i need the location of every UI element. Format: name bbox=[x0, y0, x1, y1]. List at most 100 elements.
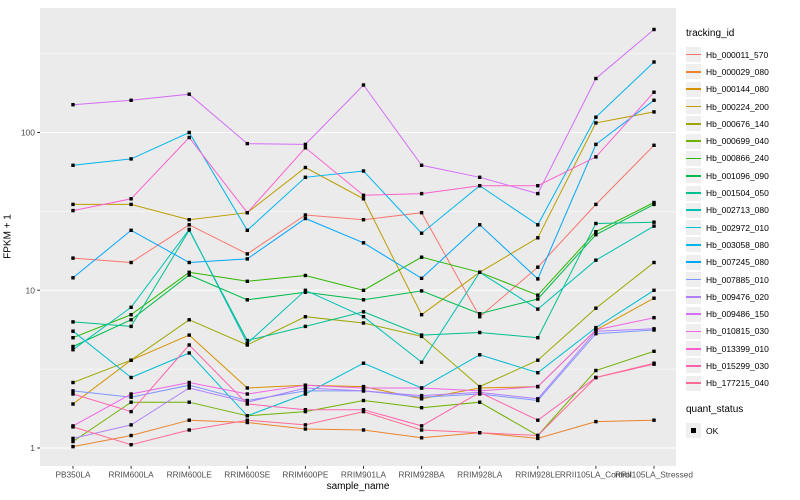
series-color-key bbox=[686, 358, 701, 374]
data-point-Hb_000029_080 bbox=[303, 427, 308, 431]
data-point-Hb_000676_140 bbox=[478, 384, 482, 389]
data-point-Hb_015299_030 bbox=[187, 343, 191, 347]
series-label: Hb_177215_040 bbox=[706, 378, 769, 389]
data-point-Hb_000866_240 bbox=[129, 313, 133, 317]
data-point-Hb_010815_030 bbox=[419, 386, 424, 390]
plot-panel bbox=[40, 8, 676, 466]
series-label: Hb_001504_050 bbox=[706, 188, 769, 199]
series-color-key bbox=[686, 220, 701, 236]
data-point-Hb_001096_090 bbox=[71, 344, 75, 349]
quant-ok-label: OK bbox=[706, 425, 719, 436]
series-color-key bbox=[686, 168, 701, 184]
data-point-Hb_000029_080 bbox=[129, 433, 133, 438]
series-label: Hb_000144_080 bbox=[706, 84, 769, 95]
legend-item-Hb_007885_010: Hb_007885_010 bbox=[686, 271, 800, 288]
series-label: Hb_007885_010 bbox=[706, 274, 769, 285]
data-point-Hb_002972_010 bbox=[652, 288, 656, 292]
data-point-Hb_009486_150 bbox=[419, 163, 424, 167]
legend-item-Hb_177215_040: Hb_177215_040 bbox=[686, 375, 800, 392]
x-axis-title: sample_name bbox=[326, 481, 390, 492]
data-point-Hb_002972_010 bbox=[71, 329, 75, 333]
data-point-Hb_015299_030 bbox=[303, 408, 308, 412]
data-point-Hb_007885_010 bbox=[129, 395, 133, 399]
data-point-Hb_000011_570 bbox=[71, 256, 75, 260]
data-point-Hb_007245_080 bbox=[652, 98, 656, 102]
legend-item-Hb_001096_090: Hb_001096_090 bbox=[686, 167, 800, 184]
series-label: Hb_002972_010 bbox=[706, 222, 769, 233]
data-point-Hb_010815_030 bbox=[594, 328, 598, 332]
data-point-Hb_002972_010 bbox=[129, 375, 133, 380]
data-point-Hb_003058_080 bbox=[303, 175, 308, 179]
data-point-Hb_000011_570 bbox=[361, 218, 366, 222]
data-point-Hb_002972_010 bbox=[361, 361, 366, 365]
data-point-Hb_000676_140 bbox=[652, 260, 656, 265]
data-point-Hb_000029_080 bbox=[419, 436, 424, 440]
data-point-Hb_003058_080 bbox=[71, 163, 75, 167]
data-point-Hb_000866_240 bbox=[303, 273, 308, 278]
legend-item-Hb_002972_010: Hb_002972_010 bbox=[686, 219, 800, 236]
data-point-Hb_013399_010 bbox=[71, 208, 75, 213]
series-label: Hb_013399_010 bbox=[706, 343, 769, 354]
data-point-Hb_002713_080 bbox=[187, 227, 191, 232]
x-tick-label: RRIM600SE bbox=[224, 470, 271, 480]
data-point-Hb_001504_050 bbox=[303, 324, 308, 329]
data-point-Hb_007245_080 bbox=[71, 276, 75, 280]
series-color-swatch bbox=[686, 105, 701, 108]
data-point-Hb_001096_090 bbox=[419, 289, 424, 293]
series-color-key bbox=[686, 150, 701, 166]
series-color-swatch bbox=[686, 347, 701, 350]
data-point-Hb_013399_010 bbox=[303, 146, 308, 150]
series-color-key bbox=[686, 237, 701, 253]
data-point-Hb_003058_080 bbox=[652, 60, 656, 64]
data-point-Hb_001096_090 bbox=[536, 297, 540, 301]
series-color-key bbox=[686, 289, 701, 305]
series-label: Hb_009486_150 bbox=[706, 309, 769, 320]
data-point-Hb_007885_010 bbox=[303, 389, 308, 393]
data-point-Hb_000676_140 bbox=[71, 380, 75, 385]
data-point-Hb_009476_020 bbox=[129, 423, 133, 427]
data-point-Hb_000676_140 bbox=[361, 321, 366, 325]
x-tick-label: RRIM928LA bbox=[457, 470, 503, 480]
data-point-Hb_002713_080 bbox=[361, 315, 366, 319]
data-point-Hb_000224_200 bbox=[419, 313, 424, 317]
data-point-Hb_002713_080 bbox=[652, 224, 656, 228]
data-point-Hb_002713_080 bbox=[419, 360, 424, 364]
data-point-Hb_013399_010 bbox=[419, 191, 424, 196]
data-point-Hb_001096_090 bbox=[187, 273, 191, 277]
data-point-Hb_000011_570 bbox=[245, 252, 249, 256]
data-point-Hb_000676_140 bbox=[303, 315, 308, 319]
data-point-Hb_000011_570 bbox=[187, 223, 191, 227]
data-point-Hb_007885_010 bbox=[187, 383, 191, 387]
data-point-Hb_009476_020 bbox=[187, 386, 191, 390]
data-point-Hb_000699_040 bbox=[361, 398, 366, 403]
data-point-Hb_000699_040 bbox=[419, 406, 424, 410]
data-point-Hb_013399_010 bbox=[594, 155, 598, 159]
data-point-Hb_177215_040 bbox=[652, 361, 656, 365]
data-point-Hb_013399_010 bbox=[536, 184, 540, 188]
data-point-Hb_003058_080 bbox=[361, 169, 366, 173]
series-color-key bbox=[686, 47, 701, 63]
legend-item-Hb_000699_040: Hb_000699_040 bbox=[686, 132, 800, 149]
data-point-Hb_000011_570 bbox=[536, 265, 540, 269]
series-color-key bbox=[686, 306, 701, 322]
series-color-swatch bbox=[686, 140, 701, 142]
data-point-Hb_013399_010 bbox=[652, 90, 656, 94]
data-point-Hb_013399_010 bbox=[245, 211, 249, 215]
data-point-Hb_009486_150 bbox=[594, 76, 598, 81]
data-point-Hb_000011_570 bbox=[303, 213, 308, 217]
data-point-Hb_015299_030 bbox=[129, 409, 133, 414]
data-point-Hb_015299_030 bbox=[361, 408, 366, 412]
data-point-Hb_001504_050 bbox=[419, 333, 424, 337]
legend-title-tracking-id: tracking_id bbox=[686, 28, 735, 39]
data-point-Hb_007245_080 bbox=[245, 257, 249, 261]
data-point-Hb_010815_030 bbox=[245, 392, 249, 396]
series-color-key bbox=[686, 116, 701, 132]
data-point-Hb_177215_040 bbox=[361, 409, 366, 414]
data-point-Hb_009486_150 bbox=[536, 191, 540, 196]
quant-ok-key bbox=[686, 423, 701, 439]
data-point-Hb_001504_050 bbox=[245, 338, 249, 343]
series-label: Hb_015299_030 bbox=[706, 360, 769, 371]
data-point-Hb_001096_090 bbox=[129, 318, 133, 322]
data-point-Hb_000144_080 bbox=[652, 296, 656, 300]
legend-item-Hb_000224_200: Hb_000224_200 bbox=[686, 98, 800, 115]
